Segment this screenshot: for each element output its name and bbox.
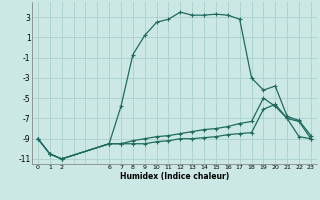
X-axis label: Humidex (Indice chaleur): Humidex (Indice chaleur) — [120, 172, 229, 181]
